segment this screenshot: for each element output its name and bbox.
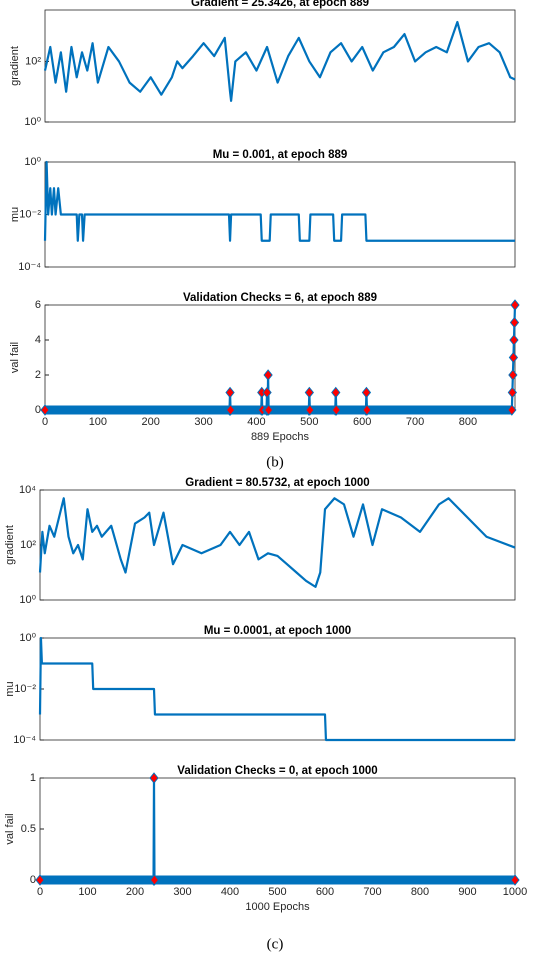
x-tick-label: 100	[89, 416, 107, 428]
y-tick-label: 10⁴	[19, 484, 36, 496]
x-axis-label: 1000 Epochs	[245, 901, 310, 913]
line	[38, 636, 515, 742]
y-tick-label: 10⁰	[19, 632, 36, 644]
x-tick-label: 700	[406, 416, 424, 428]
x-tick-label: 300	[173, 886, 191, 898]
marker	[331, 386, 341, 399]
marker	[40, 404, 50, 416]
y-axis-label: gradient	[9, 46, 21, 86]
x-tick-label: 1000	[503, 886, 527, 898]
line	[45, 304, 517, 412]
chart-title: Gradient = 80.5732, at epoch 1000	[185, 477, 369, 489]
y-axis-label: mu	[4, 681, 16, 696]
x-tick-label: 600	[353, 416, 371, 428]
marker	[509, 316, 520, 329]
y-tick-label: 10⁻²	[19, 208, 41, 220]
marker	[149, 874, 160, 886]
chart-title: Mu = 0.0001, at epoch 1000	[204, 625, 351, 637]
y-tick-label: 0.5	[21, 823, 36, 835]
marker	[225, 404, 236, 416]
marker	[149, 772, 159, 784]
marker	[361, 386, 372, 399]
y-tick-label: 10⁰	[19, 594, 36, 606]
axes-box	[39, 489, 516, 601]
axes-box	[39, 777, 516, 881]
chart-title: Mu = 0.001, at epoch 889	[213, 149, 348, 161]
x-tick-label: 700	[363, 886, 381, 898]
x-tick-label: 200	[126, 886, 144, 898]
marker	[510, 299, 520, 311]
y-tick-label: 10⁰	[24, 156, 41, 168]
marker	[225, 386, 235, 399]
y-tick-label: 6	[35, 299, 41, 311]
marker	[507, 386, 517, 399]
marker	[509, 334, 519, 346]
y-axis-label: gradient	[4, 525, 16, 565]
marker	[331, 404, 341, 416]
y-tick-label: 10²	[25, 55, 41, 67]
marker	[35, 874, 45, 886]
marker	[304, 386, 314, 399]
x-tick-label: 900	[458, 886, 476, 898]
y-tick-label: 1	[30, 772, 36, 784]
axes-box	[44, 304, 516, 411]
marker	[508, 351, 519, 364]
line	[38, 497, 516, 588]
chart-title: Gradient = 25.3426, at epoch 889	[191, 0, 369, 9]
marker	[362, 404, 372, 416]
marker	[263, 404, 274, 416]
x-tick-label: 500	[268, 886, 286, 898]
x-tick-label: 0	[42, 416, 48, 428]
line	[43, 20, 516, 102]
marker	[305, 404, 315, 416]
y-tick-label: 10⁰	[24, 116, 41, 128]
marker	[507, 404, 517, 416]
marker	[508, 369, 518, 381]
x-tick-label: 800	[459, 416, 477, 428]
marker	[262, 386, 272, 399]
y-tick-label: 10⁻⁴	[18, 261, 41, 273]
axes-box	[44, 9, 516, 123]
x-tick-label: 400	[247, 416, 265, 428]
marker	[510, 874, 520, 886]
y-axis-label: val fail	[9, 342, 21, 373]
y-axis-label: val fail	[4, 813, 16, 844]
chart-title: Validation Checks = 6, at epoch 889	[183, 292, 377, 304]
chart-title: Validation Checks = 0, at epoch 1000	[177, 765, 377, 777]
y-tick-label: 10²	[20, 539, 36, 551]
x-tick-label: 500	[300, 416, 318, 428]
line	[43, 160, 515, 242]
x-tick-label: 400	[221, 886, 239, 898]
x-tick-label: 800	[411, 886, 429, 898]
y-tick-label: 0	[35, 404, 41, 416]
y-tick-label: 0	[30, 874, 36, 886]
x-tick-label: 200	[142, 416, 160, 428]
y-tick-label: 10⁻⁴	[13, 734, 36, 746]
x-tick-label: 100	[78, 886, 96, 898]
x-tick-label: 600	[316, 886, 334, 898]
x-tick-label: 300	[194, 416, 212, 428]
caption: (b)	[266, 454, 284, 470]
caption: (c)	[267, 936, 284, 952]
y-tick-label: 10⁻²	[14, 683, 36, 695]
y-tick-label: 2	[35, 369, 41, 381]
y-axis-label: mu	[9, 207, 21, 222]
marker	[263, 369, 273, 381]
y-tick-label: 4	[35, 334, 41, 346]
x-tick-label: 0	[37, 886, 43, 898]
x-axis-label: 889 Epochs	[251, 431, 310, 443]
